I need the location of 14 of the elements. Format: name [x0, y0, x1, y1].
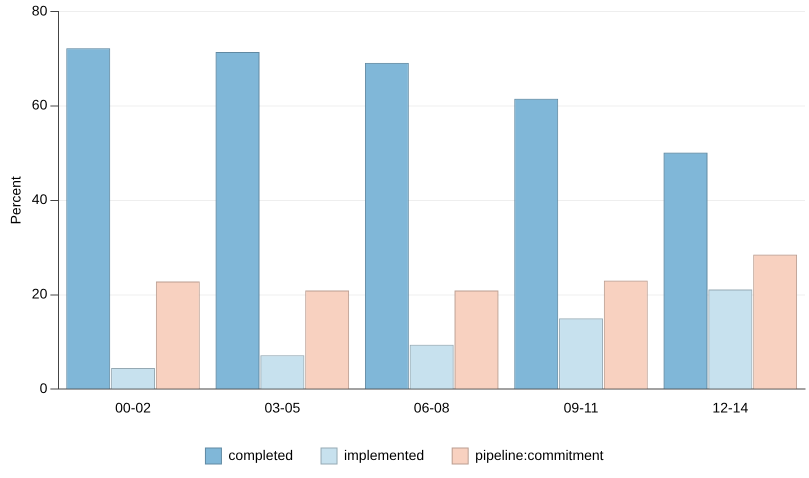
y-tick-label: 40 — [32, 191, 48, 208]
legend-label: completed — [228, 446, 294, 463]
x-tick-label: 00-02 — [115, 399, 152, 416]
y-tick-label: 80 — [32, 2, 48, 18]
x-tick-label: 06-08 — [414, 399, 450, 416]
y-tick-label: 0 — [40, 380, 48, 396]
x-tick-label: 12-14 — [712, 399, 748, 416]
y-tick-label: 60 — [32, 96, 48, 113]
legend-label: implemented — [344, 446, 424, 463]
x-tick-label: 09-11 — [564, 399, 599, 416]
legend-label: pipeline:commitment — [475, 446, 604, 463]
y-axis-title: Percent — [7, 176, 24, 224]
x-tick-label: 03-05 — [264, 399, 300, 416]
y-tick-label: 20 — [32, 286, 48, 302]
